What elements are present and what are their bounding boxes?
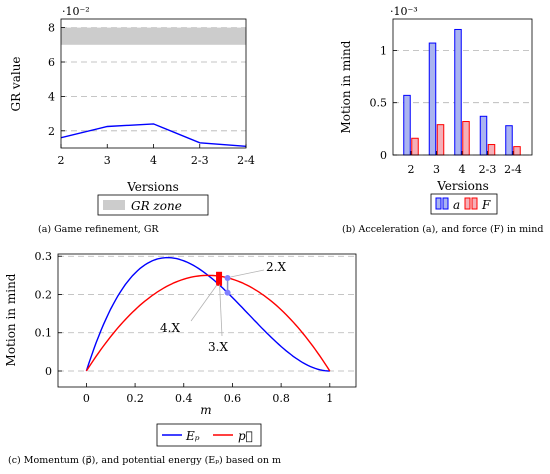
- leader-3x: [219, 284, 223, 337]
- x-axis-label: Versions: [436, 179, 489, 193]
- bar-a-4: [454, 28, 462, 156]
- legend-label-a: a: [453, 198, 460, 212]
- y-tick-label: 0.2: [35, 288, 53, 301]
- x-tick-label: 0.4: [175, 392, 193, 405]
- y-tick-label: 8: [48, 22, 55, 35]
- marker-2x: [224, 275, 231, 282]
- x-tick-label: 3: [433, 163, 440, 176]
- x-axis-label: m: [200, 403, 211, 417]
- y-tick-label: 4: [48, 90, 55, 103]
- annotation-4x: 4.X: [160, 321, 180, 335]
- y-tick-label: 6: [48, 56, 55, 69]
- p-series-line: [85, 274, 331, 372]
- bar-f-2: [411, 137, 419, 156]
- gr-series-line: [61, 123, 246, 147]
- y-exponent-label: ·10⁻³: [390, 5, 418, 18]
- caption-a: (a) Game refinement, GR: [38, 224, 159, 235]
- caption-c: (c) Momentum (p⃗), and potential energy …: [8, 455, 281, 466]
- x-tick-label: 3: [104, 154, 111, 167]
- y-tick-label: 0.5: [370, 97, 388, 110]
- bar-a-2-4: [505, 125, 513, 156]
- legend-label-gr-zone: GR zone: [131, 199, 182, 213]
- bar-f-2-3: [487, 144, 496, 156]
- y-axis-label: Motion in mind: [339, 40, 353, 133]
- y-tick-label: 0: [45, 365, 52, 378]
- y-tick-label: 0.3: [35, 250, 53, 263]
- x-tick-label: 2-4: [237, 154, 255, 167]
- bar-f-3: [436, 124, 445, 156]
- x-tick-label: 2-3: [479, 163, 497, 176]
- y-tick-label: 0.1: [35, 327, 53, 340]
- annotation-2x: 2.X: [266, 260, 286, 274]
- x-tick-label: 4: [459, 163, 466, 176]
- bar-a-2: [403, 94, 411, 156]
- legend-gr-zone: GR zone: [97, 194, 209, 216]
- caption-b: (b) Acceleration (a), and force (F) in m…: [342, 224, 543, 235]
- annotation-3x: 3.X: [208, 340, 228, 354]
- x-tick-label: 2: [408, 163, 415, 176]
- y-exponent-label: ·10⁻²: [62, 5, 90, 18]
- y-tick-label: 2: [48, 125, 55, 138]
- chart-acceleration-force: 0 0.5 1 2 3 4 2-3 2-4 ·10⁻³ Versions Motion in …: [339, 5, 543, 235]
- x-tick-label: 2: [58, 154, 65, 167]
- marker-4x: [216, 271, 223, 286]
- x-tick-label: 2-4: [504, 163, 522, 176]
- bar-f-4: [462, 121, 470, 156]
- bar-a-2-3: [479, 115, 488, 156]
- x-tick-label: 0.6: [224, 392, 242, 405]
- y-tick-label: 1: [380, 44, 387, 57]
- marker-3x: [224, 289, 231, 296]
- legend-label-ep: Eₚ: [185, 429, 200, 443]
- bar-f-2-4: [513, 146, 521, 156]
- chart-momentum-energy: 4.X 2.X 3.X 0 0.1 0.2 0.3 0 0.2 0.4 0.6 0.8 1 m Mot…: [4, 250, 357, 466]
- gr-zone-band: [61, 27, 246, 45]
- y-axis-label: Motion in mind: [4, 273, 18, 366]
- x-tick-label: 4: [150, 154, 157, 167]
- leader-4x: [190, 284, 218, 322]
- bar-a-3: [428, 42, 437, 156]
- legend-lines: Eₚ p⃗: [156, 423, 262, 447]
- legend-label-f: F: [481, 198, 491, 212]
- x-axis-label: Versions: [126, 180, 179, 194]
- y-tick-label: 0: [380, 149, 387, 162]
- x-tick-label: 0: [83, 392, 90, 405]
- chart-game-refinement: 2 4 6 8 2 3 4 2-3 2-4 ·10⁻² Versions GR value GR…: [9, 5, 255, 235]
- x-tick-label: 0.8: [272, 392, 290, 405]
- legend-bars: a F: [430, 193, 498, 215]
- legend-label-p: p⃗: [238, 429, 253, 443]
- x-tick-label: 1: [326, 392, 333, 405]
- y-axis-label: GR value: [9, 56, 23, 111]
- leader-2x: [230, 269, 265, 278]
- x-tick-label: 2-3: [191, 154, 209, 167]
- x-tick-label: 0.2: [126, 392, 144, 405]
